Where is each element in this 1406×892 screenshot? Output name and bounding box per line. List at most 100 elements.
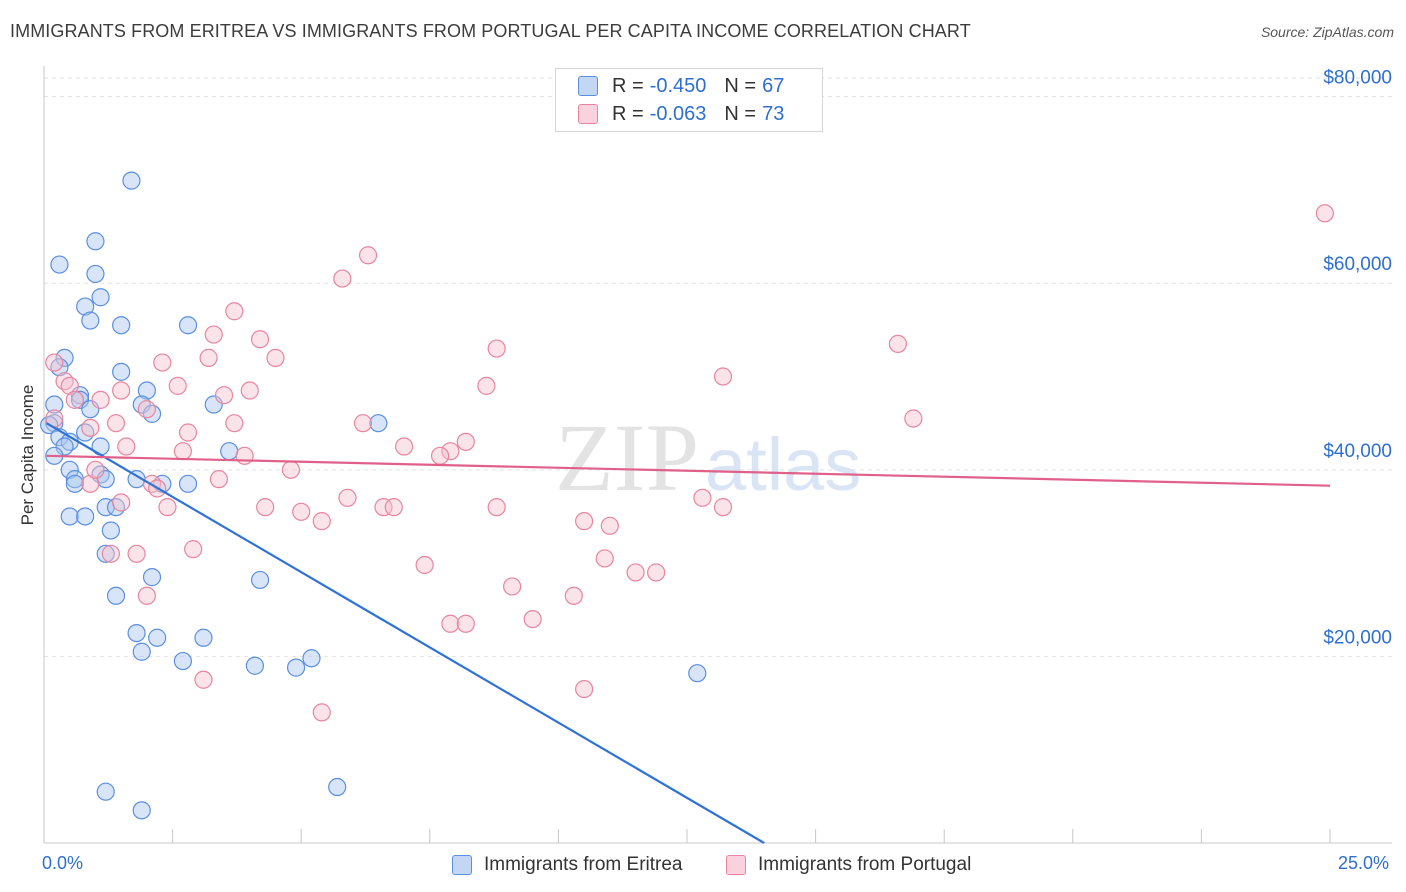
point-portugal — [91, 390, 110, 409]
point-portugal — [199, 348, 218, 367]
legend-swatch-eritrea — [578, 76, 598, 96]
point-eritrea — [245, 656, 265, 675]
point-portugal — [101, 544, 120, 563]
x-tick-min: 0.0% — [42, 853, 84, 873]
point-portugal — [575, 679, 594, 699]
point-portugal — [647, 563, 666, 582]
point-portugal — [713, 498, 733, 517]
point-portugal — [209, 470, 228, 489]
point-eritrea — [106, 586, 126, 605]
point-portugal — [904, 409, 923, 428]
point-eritrea — [137, 381, 156, 400]
point-eritrea — [70, 390, 90, 409]
point-eritrea — [132, 642, 151, 661]
point-portugal — [600, 516, 619, 535]
point-portugal — [312, 703, 331, 722]
gridlines — [44, 77, 1392, 657]
point-portugal — [523, 609, 542, 629]
point-portugal — [888, 334, 908, 353]
point-portugal — [456, 432, 475, 451]
trend-line-portugal — [46, 454, 1331, 487]
point-portugal — [194, 670, 213, 689]
point-portugal — [225, 414, 244, 433]
point-portugal — [713, 367, 733, 386]
point-portugal — [117, 437, 136, 456]
point-portugal — [45, 353, 64, 372]
point-portugal — [184, 540, 203, 559]
point-portugal — [575, 512, 594, 531]
point-portugal — [137, 400, 156, 419]
point-portugal — [112, 493, 131, 512]
point-portugal — [168, 376, 187, 395]
point-portugal — [250, 330, 270, 349]
point-portugal — [333, 269, 352, 288]
point-eritrea — [91, 288, 110, 307]
chart-source: Source: ZipAtlas.com — [1260, 24, 1394, 40]
point-eritrea — [86, 264, 105, 284]
point-portugal — [292, 502, 311, 521]
point-portugal — [487, 339, 506, 358]
chart-title: IMMIGRANTS FROM ERITREA VS IMMIGRANTS FR… — [10, 21, 971, 41]
point-eritrea — [81, 311, 100, 330]
point-portugal — [358, 246, 378, 265]
point-portugal — [266, 348, 285, 367]
legend-n-label: N = — [724, 74, 757, 97]
trend-line-eritrea — [46, 422, 765, 844]
point-eritrea — [178, 316, 198, 335]
point-portugal — [430, 446, 450, 465]
point-eritrea — [178, 474, 198, 493]
point-portugal — [338, 488, 357, 507]
point-portugal — [384, 498, 403, 517]
point-eritrea — [132, 801, 151, 820]
point-eritrea — [688, 664, 707, 683]
y-tick-label: $80,000 — [1323, 68, 1392, 89]
point-portugal — [214, 386, 234, 405]
point-eritrea — [250, 570, 270, 590]
legend-swatch-portugal — [578, 104, 598, 124]
point-portugal — [564, 586, 583, 605]
point-portugal — [158, 498, 177, 517]
point-portugal — [81, 418, 100, 437]
point-eritrea — [60, 460, 79, 479]
point-eritrea — [65, 474, 84, 493]
legend-n-label: N = — [724, 102, 757, 125]
point-portugal — [112, 381, 131, 400]
watermark-atlas: atlas — [705, 423, 861, 506]
point-eritrea — [220, 442, 239, 461]
point-portugal — [693, 488, 712, 507]
point-portugal — [65, 390, 84, 409]
point-eritrea — [96, 782, 115, 801]
point-portugal — [86, 460, 105, 479]
watermark-zip: ZIP — [555, 404, 699, 511]
point-portugal — [477, 376, 496, 395]
point-eritrea — [55, 348, 74, 367]
point-portugal — [225, 302, 244, 321]
point-portugal — [60, 376, 79, 395]
point-portugal — [281, 460, 301, 479]
point-eritrea — [60, 507, 79, 526]
x-tick-max: 25.0% — [1338, 853, 1390, 873]
point-eritrea — [173, 651, 192, 671]
point-eritrea — [148, 628, 167, 647]
legend-n-value: 73 — [762, 102, 785, 125]
bottom-legend-portugal: Immigrants from Portugal — [726, 852, 971, 878]
point-eritrea — [112, 362, 131, 381]
series-portugal-points — [45, 204, 1334, 722]
point-eritrea — [81, 400, 100, 419]
point-eritrea — [204, 395, 223, 414]
point-eritrea — [45, 395, 64, 414]
point-eritrea — [142, 568, 162, 587]
point-portugal — [595, 549, 614, 568]
axes — [43, 66, 1392, 844]
point-eritrea — [76, 297, 95, 316]
y-tick-labels: $20,000 $40,000 $60,000 $80,000 — [1323, 68, 1392, 649]
point-portugal — [204, 325, 223, 344]
point-portugal — [153, 353, 172, 372]
bottom-legend-swatch-eritrea — [452, 855, 472, 875]
point-portugal — [503, 577, 522, 596]
series-eritrea-points — [40, 171, 707, 820]
point-portugal — [441, 442, 460, 461]
point-portugal — [312, 512, 331, 531]
point-eritrea — [112, 316, 131, 335]
point-eritrea — [369, 414, 388, 433]
